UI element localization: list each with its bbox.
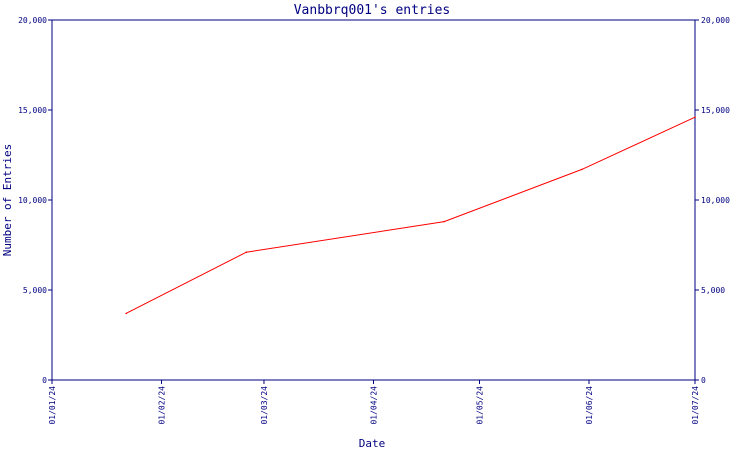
x-tick-label: 01/06/24 [585, 386, 594, 425]
y-tick-label-right: 10,000 [701, 196, 730, 205]
y-tick-label-left: 10,000 [18, 196, 47, 205]
x-tick-label: 01/04/24 [370, 386, 379, 425]
y-tick-label-left: 20,000 [18, 16, 47, 25]
x-tick-label: 01/07/24 [691, 386, 700, 425]
series-layer [125, 116, 696, 315]
y-tick-label-left: 5,000 [23, 286, 47, 295]
y-tick-label-right: 15,000 [701, 106, 730, 115]
x-tick-label: 01/01/24 [48, 386, 57, 425]
data-point [125, 312, 127, 315]
data-point [443, 220, 445, 223]
data-point [694, 116, 696, 118]
x-tick-label: 01/05/24 [475, 386, 484, 425]
x-tick-label: 01/03/24 [260, 386, 269, 425]
x-axis-label: Date [359, 437, 386, 450]
x-axis: 01/01/24 01/02/24 01/03/24 01/04/24 01/05/24… [48, 380, 700, 425]
y-axis-label: Number of Entries [1, 144, 14, 257]
y-axis-left: 0 5,000 10,000 15,000 20,000 [18, 16, 52, 385]
y-tick-label-right: 0 [701, 376, 706, 385]
series-line [125, 116, 696, 314]
y-tick-label-right: 5,000 [701, 286, 725, 295]
y-tick-label-right: 20,000 [701, 16, 730, 25]
y-tick-label-left: 15,000 [18, 106, 47, 115]
chart-title: Vanbbrq001's entries [294, 3, 451, 18]
data-point [581, 168, 583, 171]
data-point [245, 251, 248, 253]
y-axis-right: 0 5,000 10,000 15,000 20,000 [695, 16, 730, 385]
x-tick-label: 01/02/24 [158, 386, 167, 425]
y-tick-label-left: 0 [42, 376, 47, 385]
plot-area-border [51, 19, 696, 381]
